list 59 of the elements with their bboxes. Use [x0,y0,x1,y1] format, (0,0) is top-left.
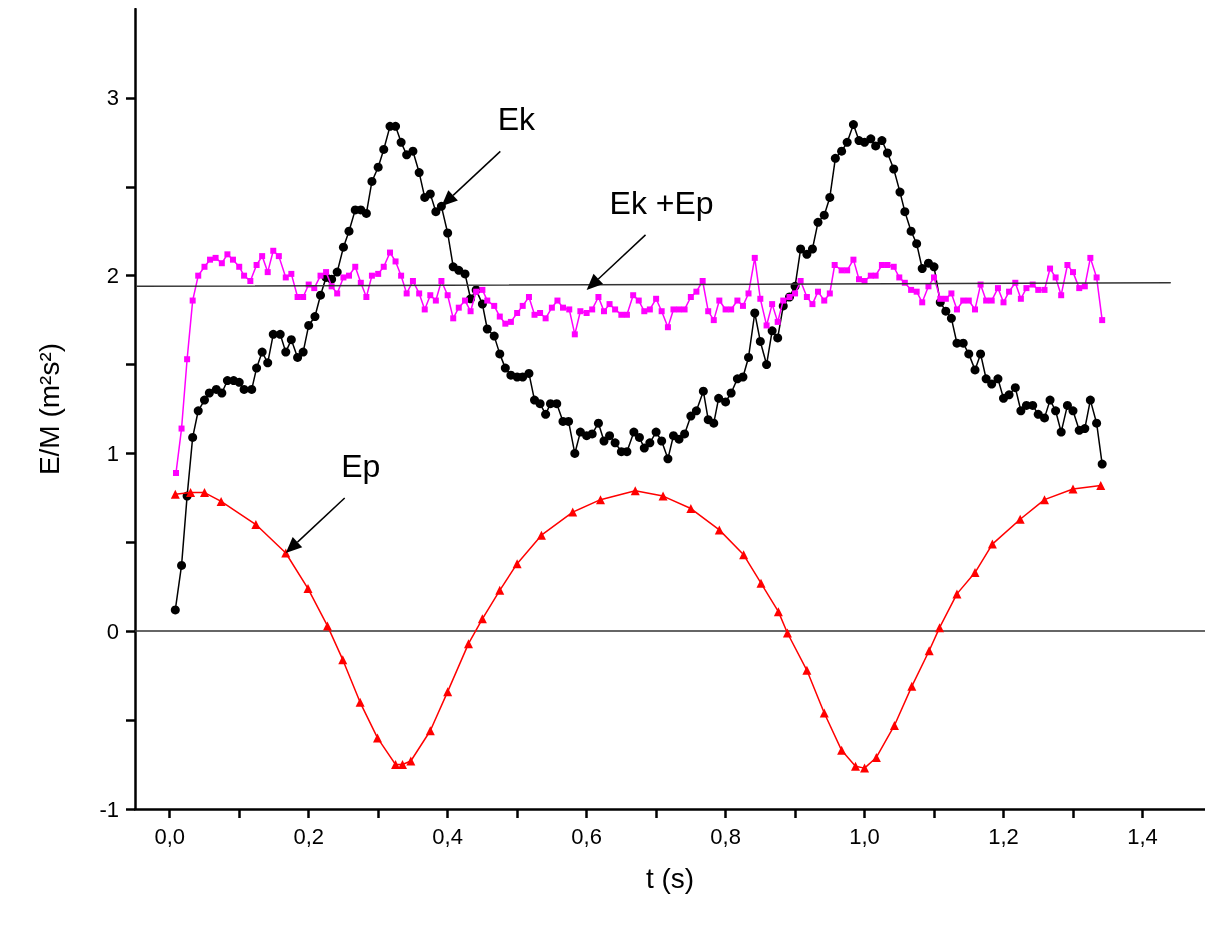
point [773,607,783,617]
point [952,589,962,599]
point [686,504,696,514]
point [536,530,546,540]
x-tick-label: 0,8 [710,823,741,849]
point [1096,480,1106,490]
y-tick-label: -1 [99,796,119,822]
point [819,708,829,718]
point [477,614,487,624]
x-tick-label: 0,0 [154,823,186,849]
point [907,681,917,691]
point [596,495,606,505]
point [1068,484,1078,494]
point [658,491,668,501]
point [251,520,261,530]
point [889,720,899,730]
point [443,687,453,697]
point [170,489,180,499]
x-tick-label: 0,2 [293,823,324,849]
point [568,507,578,517]
point [398,760,407,770]
point [495,585,505,595]
y-tick-label: 3 [106,85,119,111]
point [303,584,313,594]
x-axis-title: t (s) [645,862,695,894]
annotation: Ep [341,448,381,484]
point [1015,514,1025,524]
point [464,639,474,649]
point [802,665,812,675]
y-tick-label: 1 [106,440,119,466]
y-tick-label: 0 [106,618,119,644]
y-tick-label: 2 [106,263,119,289]
point [871,752,881,762]
point [406,756,416,766]
point [199,488,209,498]
x-tick-label: 1,0 [849,823,880,849]
point [355,697,365,707]
annotation: Ek +Ep [609,184,714,221]
annotation: Ek [497,101,537,138]
point [512,559,522,569]
point [851,761,861,771]
point [860,763,870,773]
x-tick-label: 0,6 [571,823,602,849]
x-tick-label: 1,2 [988,823,1019,849]
x-tick-label: 1,4 [1127,823,1158,849]
point [1040,495,1049,505]
point [935,623,945,633]
point [782,628,792,638]
y-axis-title: E/M (m²s²) [33,342,65,476]
point [186,488,196,498]
point [372,733,382,743]
point [322,621,332,631]
point [281,548,291,558]
point [216,496,226,506]
point [970,568,980,578]
point [756,578,766,588]
point [837,745,847,755]
point [987,539,997,549]
x-tick-label: 0,4 [432,823,463,849]
